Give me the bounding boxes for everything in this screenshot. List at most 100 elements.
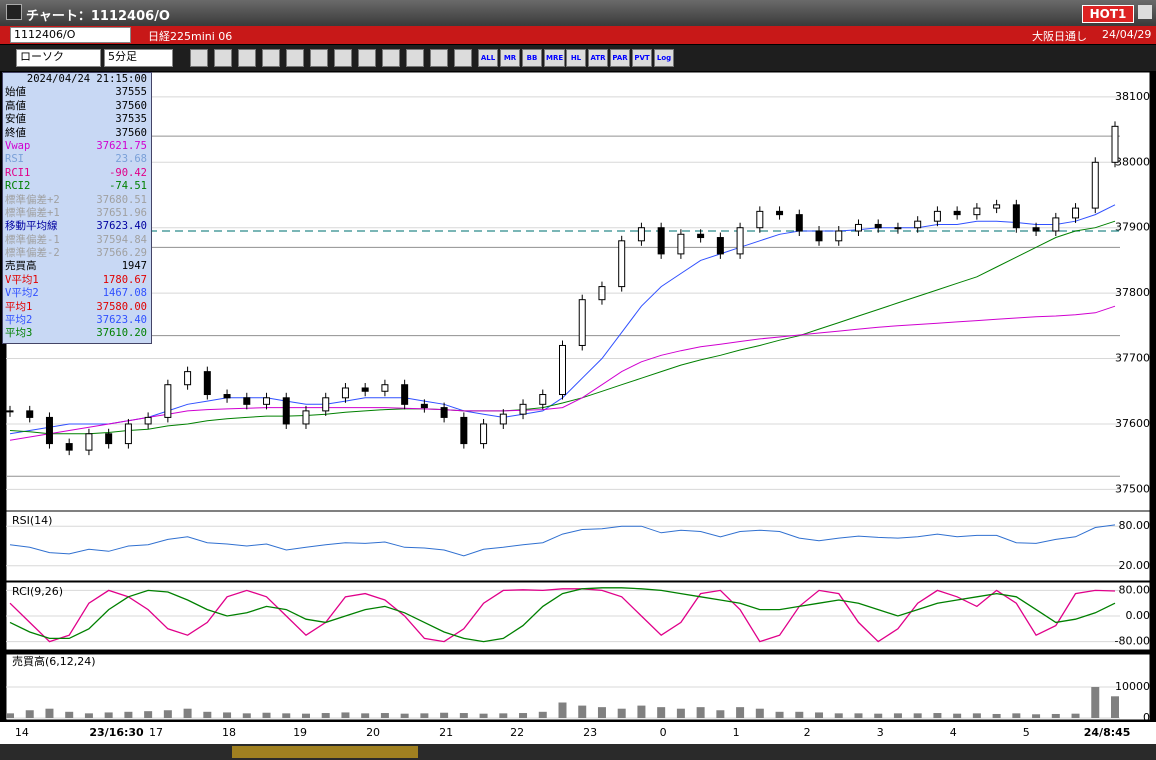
volume-bar xyxy=(736,707,745,718)
candle xyxy=(144,416,152,425)
candle xyxy=(6,410,14,413)
volume-bar xyxy=(1032,714,1041,718)
info-row: 安値 37535 xyxy=(3,113,151,126)
y-tick-label: 37800 xyxy=(1115,286,1150,299)
info-value: 37651.96 xyxy=(96,206,147,219)
tool-button[interactable]: Log xyxy=(654,49,674,67)
volume-bar xyxy=(400,713,409,718)
hot-button[interactable]: HOT1 xyxy=(1082,5,1134,23)
date: 24/04/29 xyxy=(1102,28,1152,41)
info-value: 37680.51 xyxy=(96,193,147,206)
tool-icon[interactable] xyxy=(214,49,232,67)
volume-bar xyxy=(104,712,113,718)
volume-bar xyxy=(1012,713,1021,718)
volume-bar xyxy=(617,708,626,718)
toolbar: ローソク 5分足 ALL MR BB MRE HL ATR PAR PVT Log xyxy=(0,45,1156,71)
info-panel: 2024/04/24 21:15:00 始値 37555 高値 37560 安値 37535… xyxy=(2,72,152,344)
interval-select[interactable]: 5分足 xyxy=(104,49,173,67)
volume-bar xyxy=(538,711,547,718)
candle xyxy=(539,394,547,405)
info-row: RCI2 -74.51 xyxy=(3,180,151,193)
tool-button[interactable]: PVT xyxy=(632,49,652,67)
tool-icon[interactable] xyxy=(262,49,280,67)
x-axis-background xyxy=(0,722,1156,744)
volume-bar xyxy=(795,711,804,718)
info-label: 売買高 xyxy=(5,260,37,273)
candle xyxy=(65,443,73,451)
close-button[interactable] xyxy=(1138,5,1152,19)
tool-icon[interactable] xyxy=(238,49,256,67)
volume-bar xyxy=(440,712,449,718)
candle xyxy=(795,214,803,232)
y-tick-label: -80.00 xyxy=(1115,635,1150,648)
volume-bar xyxy=(380,713,389,718)
candle xyxy=(578,299,586,346)
session: 大阪日通し xyxy=(1032,30,1087,43)
info-value: 37560 xyxy=(115,126,147,139)
volume-bar xyxy=(854,713,863,718)
tool-icon[interactable] xyxy=(406,49,424,67)
x-tick-label: 23/16:30 xyxy=(89,726,144,739)
x-tick-label: 19 xyxy=(293,726,307,739)
tool-icon[interactable] xyxy=(358,49,376,67)
tool-button[interactable]: ATR xyxy=(588,49,608,67)
tool-icon[interactable] xyxy=(190,49,208,67)
info-value: 1947 xyxy=(121,260,147,273)
info-label: 平均1 xyxy=(5,300,33,313)
tool-button[interactable]: HL xyxy=(566,49,586,67)
candle xyxy=(716,237,724,255)
tool-button[interactable]: BB xyxy=(522,49,542,67)
info-value: 37594.84 xyxy=(96,233,147,246)
candle xyxy=(105,433,113,445)
panel-title: RSI(14) xyxy=(12,514,52,527)
volume-bar xyxy=(597,707,606,718)
tool-button[interactable]: ALL xyxy=(478,49,498,67)
tool-icon[interactable] xyxy=(430,49,448,67)
x-tick-label: 2 xyxy=(804,726,811,739)
volume-bar xyxy=(519,713,528,718)
candle xyxy=(361,387,369,392)
x-tick-label: 17 xyxy=(149,726,163,739)
info-value: 1467.08 xyxy=(102,287,147,300)
candle xyxy=(637,227,645,242)
tool-icon[interactable] xyxy=(334,49,352,67)
volume-bar xyxy=(163,710,172,718)
y-tick-label: 0.00 xyxy=(1126,609,1151,622)
tool-icon[interactable] xyxy=(310,49,328,67)
tool-button[interactable]: MR xyxy=(500,49,520,67)
y-tick-label: 80.00 xyxy=(1119,583,1151,596)
candle xyxy=(499,413,507,425)
rci-line xyxy=(9,588,1116,643)
candle xyxy=(223,394,231,399)
candle xyxy=(953,210,961,216)
candle xyxy=(973,207,981,216)
scrollbar[interactable] xyxy=(0,744,1156,760)
candle xyxy=(243,397,251,405)
volume-bar xyxy=(953,713,962,718)
y-tick-label: 37600 xyxy=(1115,417,1150,430)
candle xyxy=(302,410,310,425)
scroll-thumb[interactable] xyxy=(232,746,418,758)
tool-icon[interactable] xyxy=(286,49,304,67)
tool-icon[interactable] xyxy=(454,49,472,67)
candle xyxy=(460,416,468,445)
candle xyxy=(85,433,93,451)
candle xyxy=(598,286,606,301)
x-tick-label: 21 xyxy=(439,726,453,739)
x-tick-label: 24/8:45 xyxy=(1084,726,1131,739)
y-tick-label: 38100 xyxy=(1115,90,1150,103)
info-row: 売買高 1947 xyxy=(3,260,151,273)
tool-button[interactable]: MRE xyxy=(544,49,566,67)
volume-bar xyxy=(992,713,1001,718)
chart-kind-select[interactable]: ローソク xyxy=(16,49,101,67)
volume-bar xyxy=(321,713,330,718)
info-label: 標準偏差-2 xyxy=(5,247,60,260)
candle xyxy=(519,403,527,415)
symbol-select[interactable]: 1112406/O xyxy=(10,27,131,43)
y-tick-label: 37900 xyxy=(1115,221,1150,234)
tool-icon[interactable] xyxy=(382,49,400,67)
volume-bar xyxy=(262,712,271,718)
candle xyxy=(835,230,843,242)
tool-button[interactable]: PAR xyxy=(610,49,630,67)
info-label: RCI1 xyxy=(5,166,31,179)
